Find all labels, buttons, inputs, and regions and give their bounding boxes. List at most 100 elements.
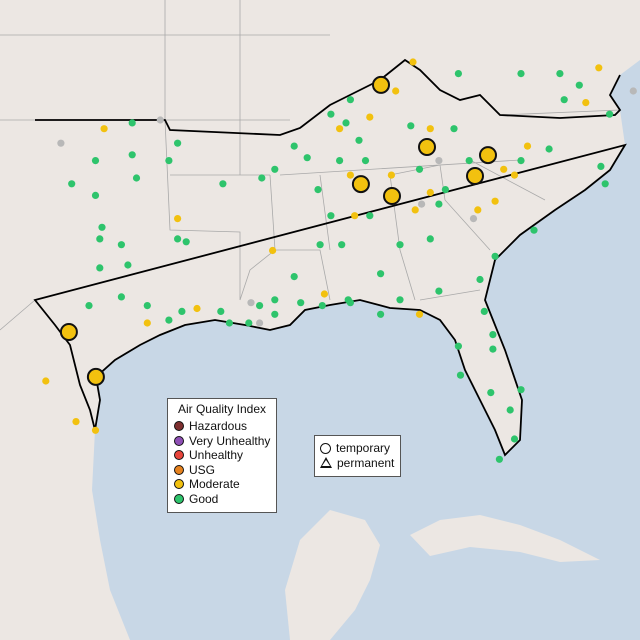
- monitor-good[interactable]: [510, 435, 519, 443]
- monitor-good[interactable]: [132, 174, 141, 182]
- monitor-good[interactable]: [96, 264, 104, 272]
- monitor-good[interactable]: [245, 319, 253, 327]
- monitor-moderate[interactable]: [346, 171, 354, 179]
- monitor-moderate[interactable]: [415, 310, 424, 318]
- monitor-good[interactable]: [336, 157, 344, 165]
- monitor-good[interactable]: [98, 223, 106, 231]
- monitor-good[interactable]: [338, 241, 346, 249]
- monitor-good[interactable]: [327, 212, 335, 220]
- monitor-good[interactable]: [219, 180, 227, 188]
- monitor-good[interactable]: [303, 154, 311, 162]
- monitor-good[interactable]: [117, 241, 125, 249]
- monitor-moderate[interactable]: [193, 304, 201, 313]
- monitor-good[interactable]: [85, 302, 93, 310]
- monitor-good[interactable]: [575, 81, 583, 89]
- monitor-good[interactable]: [480, 307, 488, 315]
- monitor-good[interactable]: [91, 157, 100, 165]
- monitor-good[interactable]: [256, 302, 264, 310]
- monitor-good[interactable]: [426, 235, 434, 243]
- monitor-good[interactable]: [91, 191, 100, 199]
- monitor-good[interactable]: [407, 122, 415, 130]
- monitor-good[interactable]: [415, 165, 424, 173]
- monitor-moderate[interactable]: [91, 426, 100, 434]
- monitor-good[interactable]: [124, 261, 132, 269]
- monitor-good[interactable]: [314, 186, 322, 194]
- monitor-good[interactable]: [465, 157, 473, 165]
- monitor-good[interactable]: [165, 157, 173, 165]
- monitor-good[interactable]: [178, 307, 186, 315]
- monitor-good[interactable]: [396, 296, 404, 304]
- temporary-monitor-moderate[interactable]: [372, 75, 390, 94]
- monitor-good[interactable]: [290, 142, 298, 150]
- monitor-good[interactable]: [456, 371, 465, 379]
- monitor-good[interactable]: [355, 136, 363, 144]
- monitor-good[interactable]: [495, 455, 503, 463]
- monitor-good[interactable]: [297, 299, 305, 307]
- monitor-good[interactable]: [435, 200, 443, 208]
- monitor-good[interactable]: [316, 241, 324, 249]
- monitor-good[interactable]: [450, 125, 458, 133]
- monitor-good[interactable]: [377, 270, 385, 278]
- monitor-good[interactable]: [346, 96, 354, 104]
- monitor-no-data[interactable]: [469, 215, 478, 223]
- monitor-good[interactable]: [174, 235, 182, 243]
- monitor-good[interactable]: [182, 238, 190, 246]
- monitor-good[interactable]: [454, 342, 462, 350]
- monitor-good[interactable]: [271, 165, 279, 173]
- monitor-moderate[interactable]: [100, 125, 108, 133]
- monitor-moderate[interactable]: [366, 113, 374, 121]
- temporary-monitor-moderate[interactable]: [86, 367, 105, 386]
- monitor-no-data[interactable]: [156, 116, 164, 124]
- monitor-good[interactable]: [346, 299, 354, 307]
- monitor-good[interactable]: [476, 275, 484, 284]
- monitor-moderate[interactable]: [595, 64, 603, 72]
- monitor-good[interactable]: [128, 151, 136, 159]
- monitor-no-data[interactable]: [57, 139, 65, 147]
- monitor-moderate[interactable]: [174, 215, 182, 223]
- monitor-moderate[interactable]: [491, 197, 499, 205]
- monitor-moderate[interactable]: [426, 188, 434, 197]
- monitor-good[interactable]: [517, 70, 525, 78]
- monitor-good[interactable]: [545, 145, 553, 153]
- monitor-good[interactable]: [96, 235, 104, 243]
- monitor-good[interactable]: [327, 110, 335, 118]
- temporary-monitor-moderate[interactable]: [351, 175, 370, 194]
- monitor-good[interactable]: [435, 287, 443, 295]
- monitor-no-data[interactable]: [629, 87, 637, 95]
- monitor-moderate[interactable]: [411, 206, 419, 214]
- monitor-moderate[interactable]: [582, 99, 590, 107]
- monitor-moderate[interactable]: [387, 171, 395, 179]
- temporary-monitor-moderate[interactable]: [418, 138, 436, 156]
- monitor-good[interactable]: [530, 226, 538, 234]
- monitor-moderate[interactable]: [474, 206, 482, 214]
- monitor-no-data[interactable]: [435, 157, 443, 165]
- monitor-good[interactable]: [377, 310, 385, 318]
- temporary-monitor-moderate[interactable]: [479, 146, 497, 165]
- monitor-moderate[interactable]: [426, 125, 434, 133]
- monitor-no-data[interactable]: [256, 319, 264, 327]
- monitor-moderate[interactable]: [336, 125, 344, 133]
- temporary-monitor-moderate[interactable]: [466, 167, 484, 185]
- monitor-good[interactable]: [491, 252, 499, 260]
- temporary-monitor-moderate[interactable]: [59, 323, 78, 341]
- monitor-good[interactable]: [506, 406, 514, 414]
- monitor-good[interactable]: [271, 296, 279, 304]
- monitor-good[interactable]: [117, 293, 125, 301]
- monitor-moderate[interactable]: [42, 377, 50, 385]
- monitor-moderate[interactable]: [392, 87, 400, 95]
- monitor-moderate[interactable]: [269, 246, 277, 255]
- monitor-moderate[interactable]: [143, 319, 151, 327]
- monitor-good[interactable]: [517, 157, 525, 165]
- monitor-no-data[interactable]: [418, 200, 426, 208]
- monitor-moderate[interactable]: [500, 165, 508, 173]
- monitor-moderate[interactable]: [523, 142, 532, 150]
- monitor-good[interactable]: [560, 96, 568, 104]
- monitor-good[interactable]: [454, 70, 462, 78]
- temporary-monitor-moderate[interactable]: [383, 187, 401, 205]
- monitor-good[interactable]: [143, 302, 151, 310]
- monitor-good[interactable]: [290, 273, 298, 281]
- monitor-good[interactable]: [489, 345, 497, 353]
- monitor-no-data[interactable]: [247, 299, 255, 307]
- monitor-good[interactable]: [217, 307, 225, 315]
